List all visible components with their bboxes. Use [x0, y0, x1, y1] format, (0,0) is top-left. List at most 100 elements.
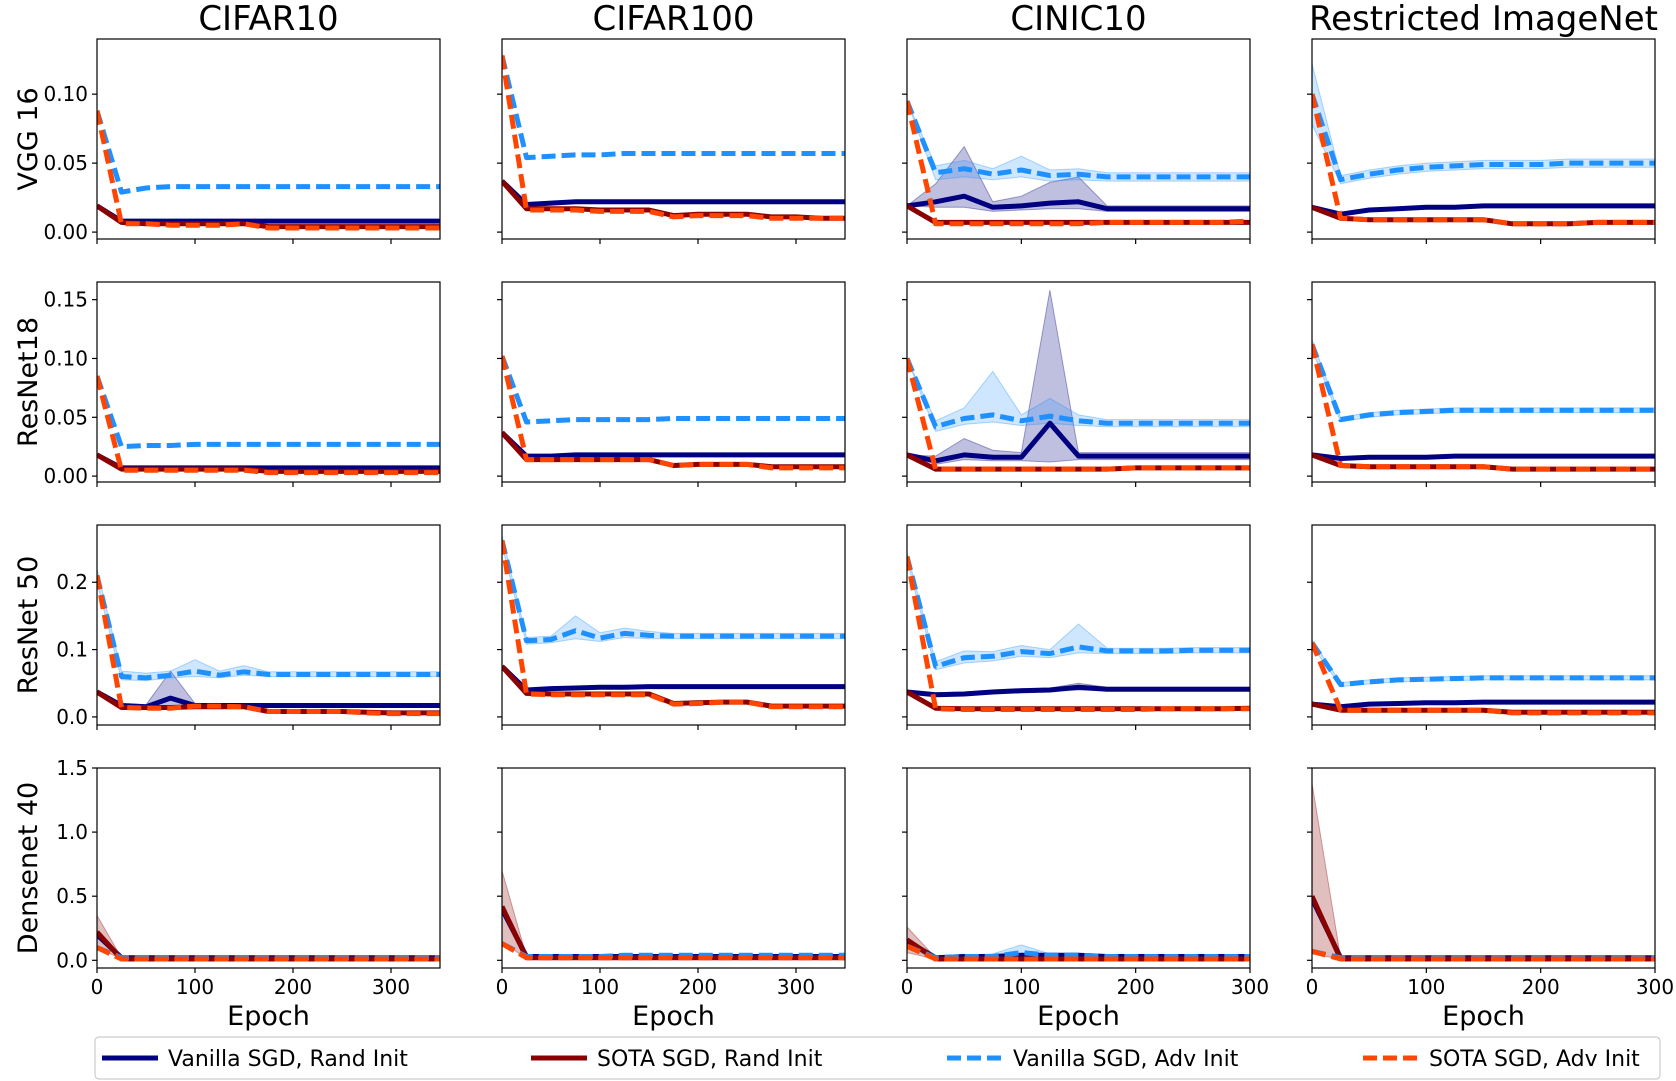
band-vanilla-adv [97, 568, 440, 682]
panel-frame [501, 524, 846, 726]
legend-entry-sota-adv: SOTA SGD, Adv Init [1363, 1047, 1640, 1072]
band-vanilla-adv [502, 534, 845, 645]
column-title: CIFAR100 [593, 0, 755, 39]
panel-frame [96, 524, 441, 726]
panel-frame [906, 38, 1251, 240]
panel-frame [96, 281, 441, 483]
panel-frame [1311, 524, 1656, 726]
panel-frame [906, 524, 1251, 726]
panel-densenet-40-cinic10: 0 100 200 300 Epoch [901, 767, 1269, 1032]
panel-vgg-16-cifar10: 0.00 0.05 0.10 CIFAR10 [43, 0, 441, 244]
x-axis-label: Epoch [1037, 1001, 1120, 1032]
y-tick-label: 0.2 [56, 570, 88, 594]
plot-content [907, 290, 1250, 472]
plot-content [502, 870, 845, 961]
line-sota-adv [1312, 343, 1655, 472]
legend-entry-vanilla-adv: Vanilla SGD, Adv Init [947, 1047, 1239, 1072]
band-vanilla-adv [1312, 63, 1655, 185]
panel-frame [906, 281, 1251, 483]
line-sota-adv [1312, 641, 1655, 716]
plot-content [1312, 63, 1655, 227]
plot-area [97, 768, 440, 968]
line-vanilla-adv [907, 555, 1250, 669]
line-sota-adv [97, 575, 440, 717]
x-tick-label: 200 [274, 975, 312, 999]
panel-frame [1311, 38, 1656, 240]
line-sota-adv [502, 55, 845, 221]
legend-label: SOTA SGD, Adv Init [1429, 1047, 1640, 1072]
plot-area [97, 525, 440, 725]
x-tick-label: 0 [496, 975, 509, 999]
panel-resnet18-cifar10: 0.00 0.05 0.10 0.15 [43, 281, 441, 488]
y-tick-label: 0.10 [43, 82, 88, 106]
line-vanilla-rand [502, 430, 845, 459]
panel-densenet-40-restricted-imagenet: 0 100 200 300 Epoch [1306, 767, 1674, 1032]
line-sota-adv [907, 100, 1250, 227]
line-vanilla-adv [1312, 343, 1655, 423]
legend-label: Vanilla SGD, Adv Init [1013, 1047, 1239, 1072]
y-tick-label: 1.5 [56, 756, 88, 780]
panel-resnet18-restricted-imagenet [1307, 281, 1656, 487]
plot-content [1312, 339, 1655, 472]
line-vanilla-rand [502, 179, 845, 207]
y-tick-label: 0.0 [56, 948, 88, 972]
panel-frame [1311, 767, 1656, 969]
x-tick-label: 300 [1231, 975, 1269, 999]
x-tick-label: 0 [1306, 975, 1319, 999]
column-title: CIFAR10 [198, 0, 338, 39]
panel-resnet18-cinic10 [902, 281, 1251, 487]
y-tick-label: 0.5 [56, 884, 88, 908]
band-vanilla-rand [907, 145, 1250, 212]
line-vanilla-adv [502, 55, 845, 161]
y-tick-label: 0.00 [43, 220, 88, 244]
line-vanilla-adv [502, 355, 845, 425]
plot-area [907, 282, 1250, 482]
line-sota-adv [502, 355, 845, 471]
line-sota-adv [1312, 93, 1655, 227]
line-vanilla-rand [97, 689, 440, 710]
x-axis-label: Epoch [1442, 1001, 1525, 1032]
plot-content [502, 55, 845, 221]
plot-content [502, 534, 845, 710]
line-sota-adv [97, 110, 440, 231]
plot-content [97, 568, 440, 717]
panel-frame [906, 767, 1251, 969]
line-sota-adv [907, 943, 1250, 962]
plot-content [1312, 639, 1655, 716]
panel-vgg-16-cifar100: CIFAR100 [497, 0, 846, 244]
legend: Vanilla SGD, Rand Init SOTA SGD, Rand Ini… [94, 1036, 1661, 1080]
plot-content [907, 552, 1250, 712]
legend-entry-sota-rand: SOTA SGD, Rand Init [531, 1047, 823, 1072]
plot-area [502, 282, 845, 482]
plot-content [97, 109, 440, 231]
line-vanilla-rand [502, 664, 845, 693]
x-tick-label: 200 [1522, 975, 1560, 999]
line-sota-adv [907, 556, 1250, 712]
line-sota-adv [907, 357, 1250, 472]
panel-frame [501, 38, 846, 240]
y-tick-label: 0.05 [43, 405, 88, 429]
panel-frame [96, 38, 441, 240]
line-vanilla-rand [1312, 452, 1655, 461]
column-title: CINIC10 [1010, 0, 1146, 39]
panel-resnet-50-cifar100 [497, 524, 846, 730]
line-vanilla-rand [1312, 699, 1655, 710]
panel-resnet-50-cifar10: 0.0 0.1 0.2 [56, 524, 441, 730]
y-tick-label: 0.15 [43, 288, 88, 312]
line-vanilla-rand [907, 193, 1250, 212]
band-vanilla-rand [907, 290, 1250, 465]
panel-vgg-16-restricted-imagenet: Restricted ImageNet [1307, 0, 1658, 244]
legend-label: SOTA SGD, Rand Init [597, 1047, 823, 1072]
line-vanilla-rand [907, 684, 1250, 698]
panel-densenet-40-cifar10: 0.0 0.5 1.0 1.5 0 100 200 300 Epoch [56, 756, 441, 1032]
line-vanilla-adv [97, 574, 440, 681]
panel-resnet18-cifar100 [497, 281, 846, 487]
legend-label: Vanilla SGD, Rand Init [168, 1047, 408, 1072]
line-vanilla-rand [1312, 203, 1655, 217]
line-vanilla-adv [1312, 93, 1655, 183]
plot-content [1312, 783, 1655, 962]
plot-content [502, 355, 845, 471]
plot-area [1312, 768, 1655, 968]
panel-vgg-16-cinic10: CINIC10 [902, 0, 1251, 244]
